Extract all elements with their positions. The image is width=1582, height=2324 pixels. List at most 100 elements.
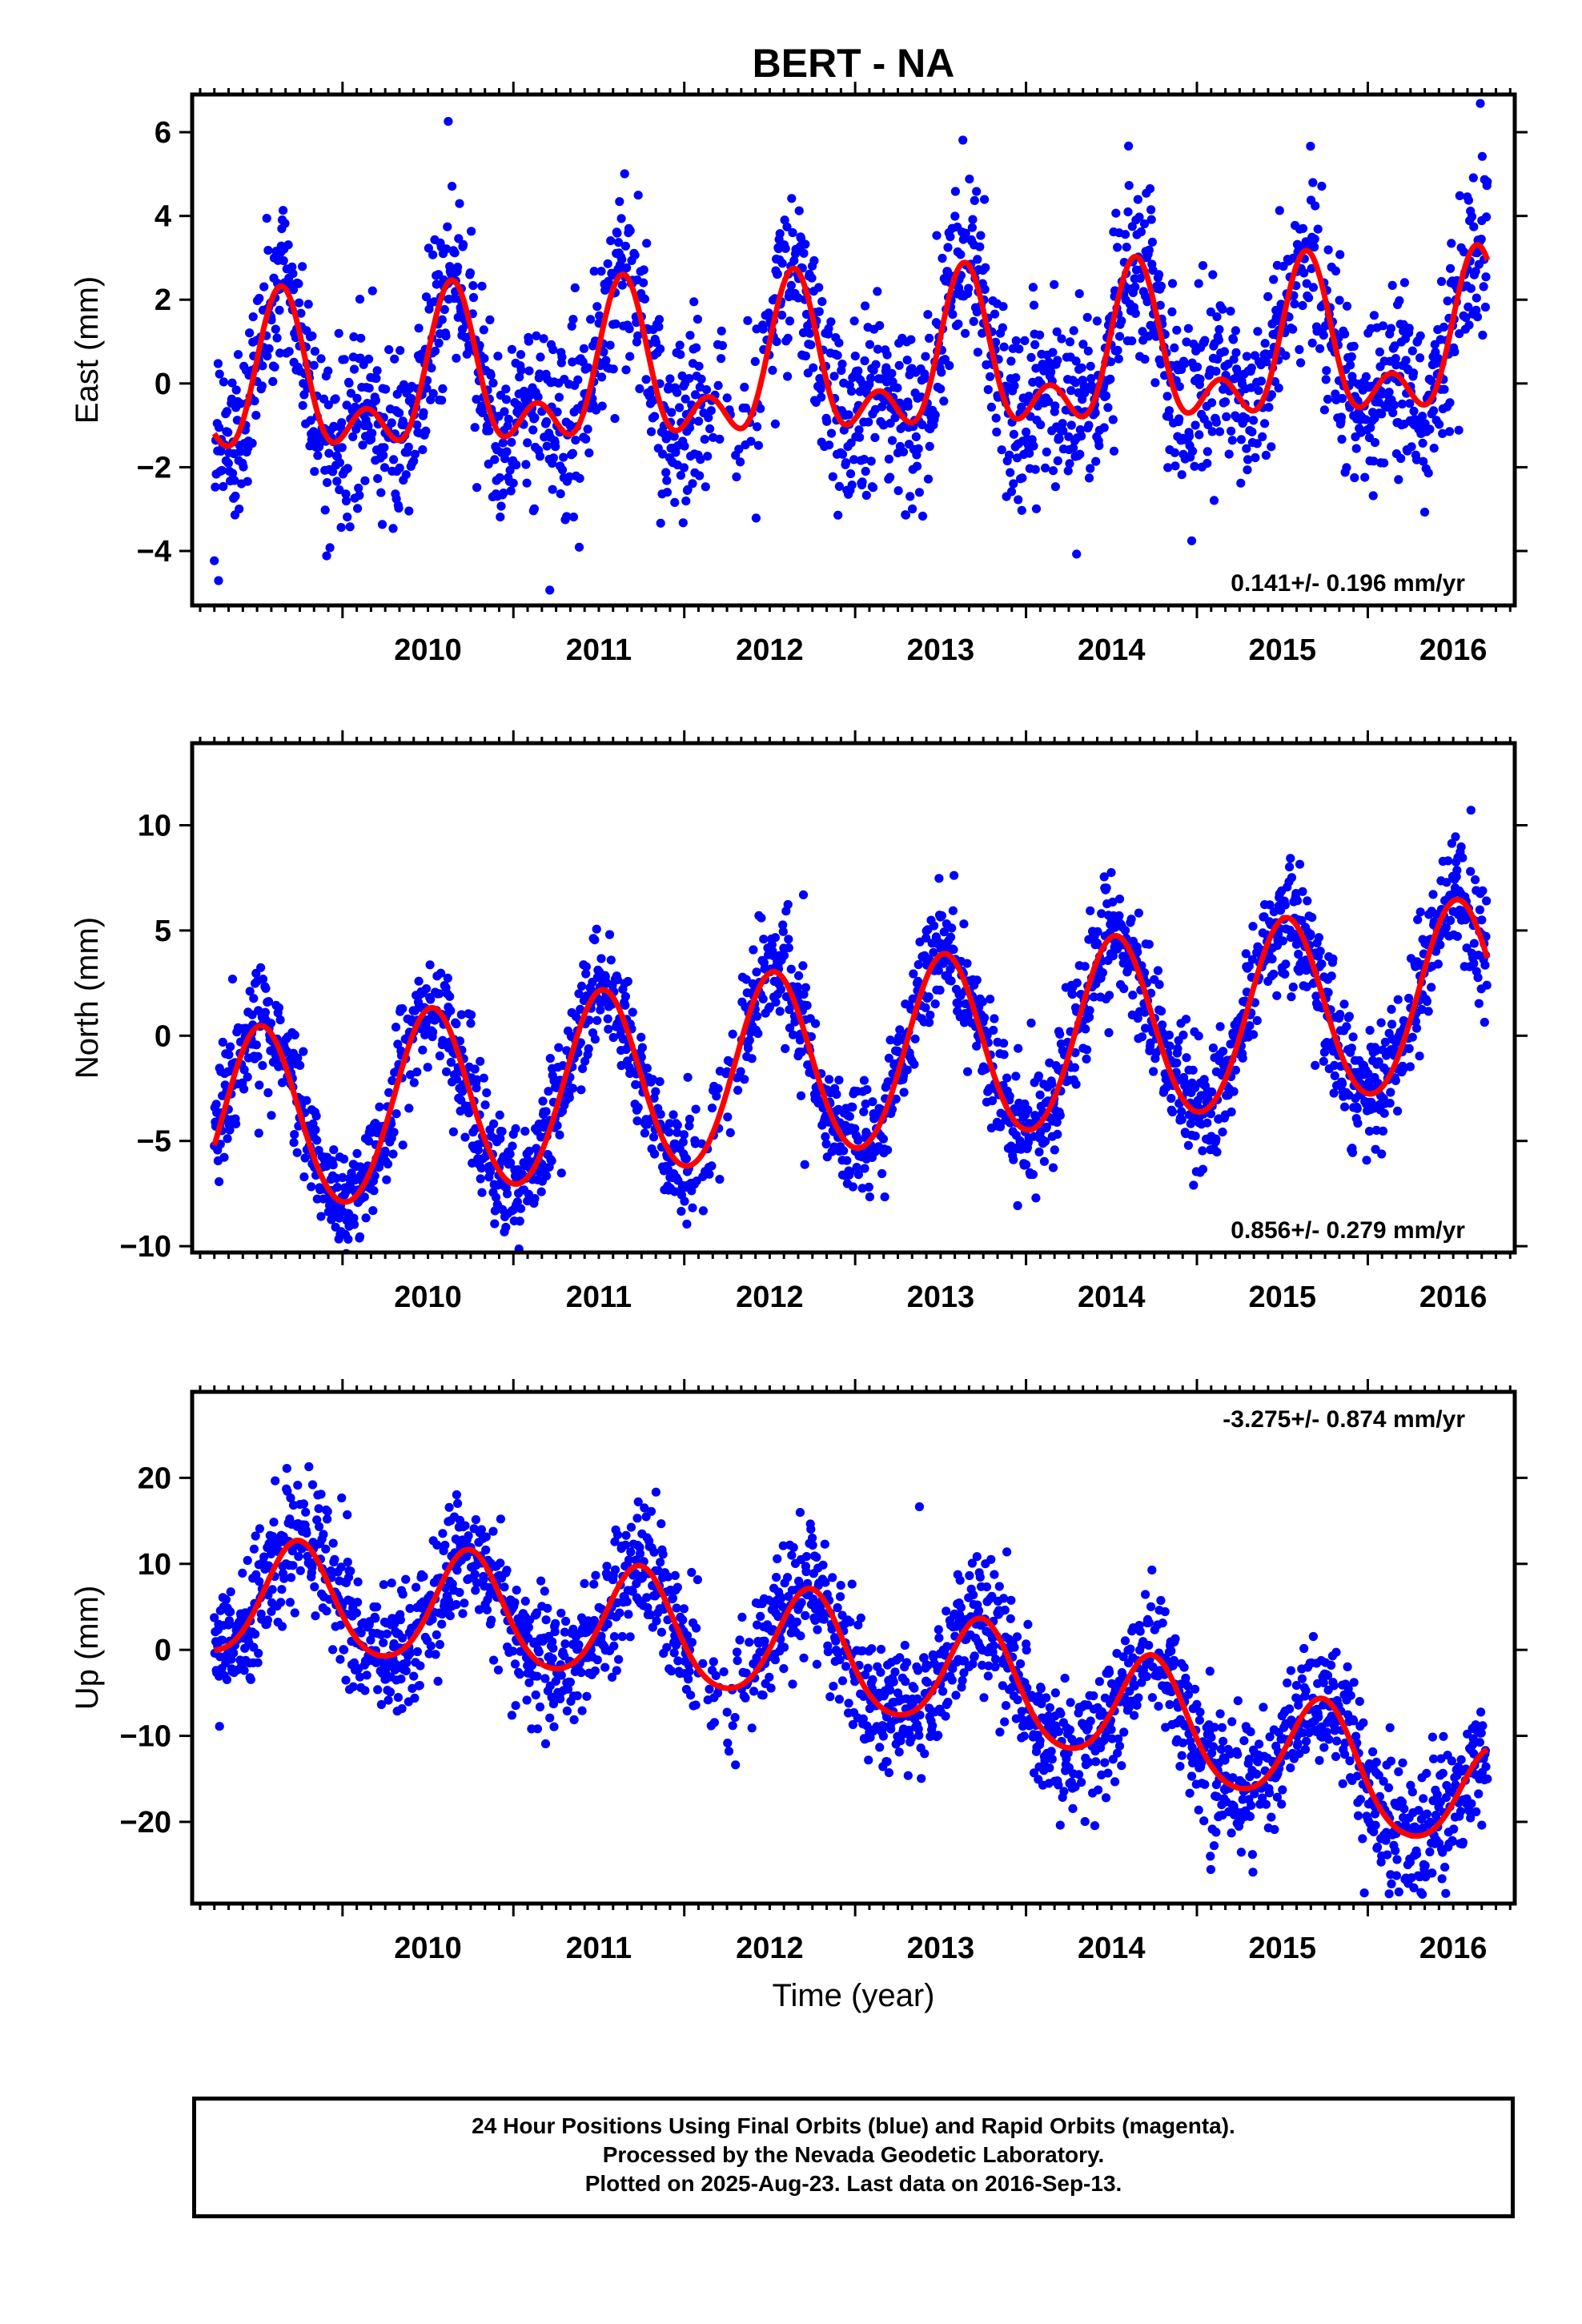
data-point: [946, 232, 955, 242]
data-point: [443, 222, 452, 231]
data-point: [1126, 915, 1136, 924]
data-point: [961, 228, 970, 238]
data-point: [807, 273, 817, 283]
data-point: [1101, 391, 1111, 400]
data-point: [480, 354, 489, 364]
data-point: [1295, 344, 1304, 355]
data-point: [1164, 406, 1174, 416]
data-point: [532, 331, 541, 340]
data-point: [1423, 1007, 1433, 1016]
data-point: [651, 1087, 661, 1096]
data-point: [1046, 368, 1056, 377]
data-point: [571, 436, 580, 445]
data-point: [665, 1128, 674, 1137]
data-point: [412, 1068, 422, 1077]
data-point: [1452, 866, 1462, 875]
data-point: [1342, 1022, 1351, 1031]
data-point: [290, 1130, 299, 1140]
data-point: [1338, 393, 1347, 404]
data-point: [1198, 261, 1208, 271]
data-point: [938, 253, 947, 263]
data-point: [1407, 346, 1417, 356]
data-point: [961, 328, 970, 338]
data-point: [296, 308, 306, 318]
data-point: [1415, 331, 1425, 340]
data-point: [1228, 335, 1239, 344]
data-point: [861, 301, 870, 311]
data-point: [751, 513, 761, 523]
data-point: [1146, 205, 1156, 215]
data-point: [446, 1006, 456, 1015]
data-point: [866, 456, 876, 466]
data-point: [414, 324, 424, 333]
data-point: [336, 523, 346, 533]
data-point: [673, 388, 682, 397]
data-point: [1206, 1109, 1215, 1119]
data-point: [1280, 969, 1290, 979]
data-point: [548, 485, 557, 494]
data-point: [227, 468, 238, 478]
data-point: [226, 1042, 235, 1051]
data-point: [559, 452, 568, 462]
data-point: [943, 243, 953, 252]
data-point: [822, 416, 832, 426]
data-point: [777, 259, 787, 268]
data-point: [1347, 352, 1356, 362]
data-point: [246, 1675, 255, 1684]
data-point: [636, 1032, 646, 1042]
data-point: [704, 413, 713, 423]
data-point: [678, 518, 688, 528]
data-point: [1065, 337, 1075, 347]
data-point: [364, 354, 374, 364]
data-point: [1411, 1016, 1420, 1027]
data-point: [338, 1172, 347, 1182]
model-fit-line: [211, 242, 1491, 449]
data-point: [1482, 980, 1492, 990]
data-point: [335, 485, 344, 495]
data-point: [1464, 302, 1473, 312]
data-point: [516, 1204, 526, 1213]
data-point: [655, 1077, 665, 1087]
data-point: [1009, 1155, 1018, 1164]
data-point: [784, 943, 793, 953]
data-point: [467, 227, 476, 236]
data-point: [1469, 959, 1479, 968]
data-point: [788, 227, 797, 238]
data-point: [736, 1067, 745, 1076]
data-point: [1477, 151, 1487, 161]
data-point: [839, 425, 849, 435]
data-point: [428, 388, 438, 398]
data-points: [210, 1462, 1492, 1899]
data-point: [1310, 242, 1319, 252]
data-point: [1011, 336, 1021, 346]
data-point: [455, 1036, 465, 1046]
data-point: [507, 344, 517, 354]
data-point: [662, 476, 672, 485]
data-point: [470, 423, 480, 432]
data-point: [972, 975, 982, 985]
data-point: [877, 1168, 887, 1179]
data-point: [1442, 878, 1452, 887]
data-point: [1478, 330, 1488, 340]
data-point: [950, 211, 960, 221]
data-point: [1186, 1119, 1195, 1128]
data-point: [734, 444, 744, 454]
data-point: [1295, 967, 1304, 976]
data-point: [1198, 1164, 1208, 1174]
data-point: [490, 1219, 500, 1228]
data-point: [848, 1102, 857, 1112]
data-point: [1133, 195, 1142, 204]
data-point: [1070, 1063, 1079, 1072]
data-point: [1386, 1088, 1395, 1097]
data-point: [885, 1035, 895, 1045]
data-point: [445, 991, 455, 1001]
data-point: [581, 962, 591, 971]
data-point: [1294, 949, 1303, 959]
data-point: [1231, 1065, 1240, 1075]
data-point: [753, 1029, 763, 1039]
data-point: [1399, 1064, 1408, 1074]
data-point: [584, 448, 594, 458]
data-point: [787, 194, 797, 203]
data-point: [703, 452, 713, 461]
data-point: [1082, 312, 1092, 322]
